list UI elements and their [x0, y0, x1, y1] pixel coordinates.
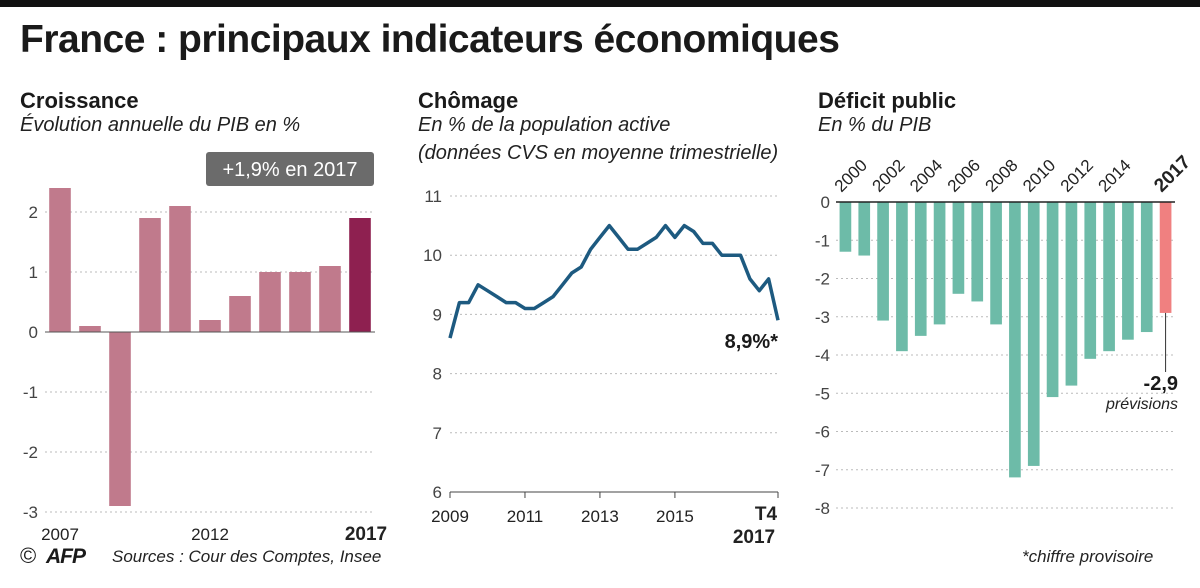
copyright-symbol: © — [20, 543, 37, 568]
y-tick-label: 0 — [29, 323, 38, 342]
unemployment-title: Chômage — [418, 88, 519, 113]
bar — [1103, 202, 1115, 352]
unemployment-end-label: 8,9%* — [725, 331, 779, 353]
unemployment-line — [448, 223, 780, 339]
y-tick-label: 10 — [423, 246, 442, 265]
y-tick-label: -2 — [23, 443, 38, 462]
y-tick-label: -3 — [815, 308, 830, 327]
growth-title: Croissance — [20, 88, 139, 113]
x-tick-label: 2007 — [41, 525, 79, 544]
growth-badge-background — [206, 152, 374, 186]
bar — [229, 296, 251, 332]
y-tick-label: 6 — [433, 483, 442, 502]
x-tick-label-last-year: 2017 — [733, 527, 775, 548]
growth-badge: +1,9% en 2017 — [222, 159, 357, 181]
sources-text: Sources : Cour des Comptes, Insee — [112, 547, 382, 566]
y-tick-label: -6 — [815, 423, 830, 442]
x-tick-label: 2013 — [581, 507, 619, 526]
bar — [1065, 202, 1078, 386]
page-title: France : principaux indicateurs économiq… — [20, 18, 840, 61]
y-tick-label: -4 — [815, 346, 830, 365]
afp-logo: AFP — [46, 545, 86, 568]
bar — [1009, 202, 1021, 478]
deficit-subtitle: En % du PIB — [818, 114, 932, 136]
bar — [1140, 202, 1153, 333]
x-tick-label: 2004 — [906, 156, 946, 196]
bar — [139, 218, 161, 332]
x-tick-label: 2002 — [868, 156, 908, 196]
bar — [877, 202, 889, 321]
bar — [49, 188, 71, 332]
deficit-title: Déficit public — [818, 88, 957, 113]
bar — [1084, 202, 1097, 359]
bar — [79, 326, 101, 332]
x-tick-label: 2006 — [944, 156, 984, 196]
y-tick-label: 0 — [821, 193, 830, 212]
x-tick-label: 2010 — [1019, 156, 1059, 196]
x-tick-label: 2011 — [507, 507, 544, 526]
bar — [896, 202, 908, 352]
bar — [199, 320, 221, 332]
unemployment-subtitle-2: (données CVS en moyenne trimestrielle) — [418, 142, 779, 164]
bar — [319, 266, 341, 332]
bar — [839, 202, 852, 252]
growth-subtitle: Évolution annuelle du PIB en % — [20, 114, 301, 136]
bar — [990, 202, 1002, 325]
bar — [952, 202, 965, 294]
footnote-text: *chiffre provisoire — [1022, 547, 1154, 566]
y-tick-label: -3 — [23, 503, 38, 522]
x-tick-label: 2012 — [191, 525, 229, 544]
x-tick-label-last-quarter: T4 — [755, 504, 778, 525]
y-tick-label: -7 — [815, 461, 830, 480]
x-tick-label: 2017 — [1150, 152, 1195, 197]
y-tick-label: 1 — [29, 263, 38, 282]
top-bar — [0, 0, 1200, 7]
bar — [1122, 202, 1134, 340]
deficit-annotation-value: -2,9 — [1144, 373, 1178, 395]
y-tick-label: -2 — [815, 270, 830, 289]
y-tick-label: -1 — [23, 383, 38, 402]
bar — [1046, 202, 1059, 398]
bar — [858, 202, 871, 256]
y-tick-label: -8 — [815, 499, 830, 518]
bar — [259, 272, 281, 332]
y-tick-label: 11 — [424, 187, 442, 206]
y-tick-label: 8 — [433, 365, 442, 384]
deficit-annotation-note: prévisions — [1105, 396, 1178, 413]
y-tick-label: -1 — [815, 231, 830, 250]
bar — [971, 202, 984, 302]
x-tick-label: 2000 — [831, 156, 871, 196]
bar — [914, 202, 927, 336]
bar — [1159, 202, 1172, 313]
bar — [169, 206, 191, 332]
bar — [1027, 202, 1040, 466]
y-tick-label: 9 — [433, 305, 442, 324]
y-tick-label: -5 — [815, 384, 830, 403]
x-tick-label: 2009 — [431, 507, 469, 526]
bar — [289, 272, 311, 332]
x-tick-label: 2008 — [981, 156, 1021, 196]
unemployment-subtitle: En % de la population active — [418, 114, 671, 136]
x-tick-label: 2012 — [1057, 156, 1097, 196]
bar — [933, 202, 946, 325]
x-tick-label: 2014 — [1094, 156, 1134, 196]
y-tick-label: 7 — [433, 424, 442, 443]
x-tick-label: 2017 — [345, 524, 387, 545]
x-tick-label: 2015 — [656, 507, 694, 526]
bar — [109, 332, 131, 506]
bar — [349, 218, 371, 332]
y-tick-label: 2 — [29, 203, 38, 222]
